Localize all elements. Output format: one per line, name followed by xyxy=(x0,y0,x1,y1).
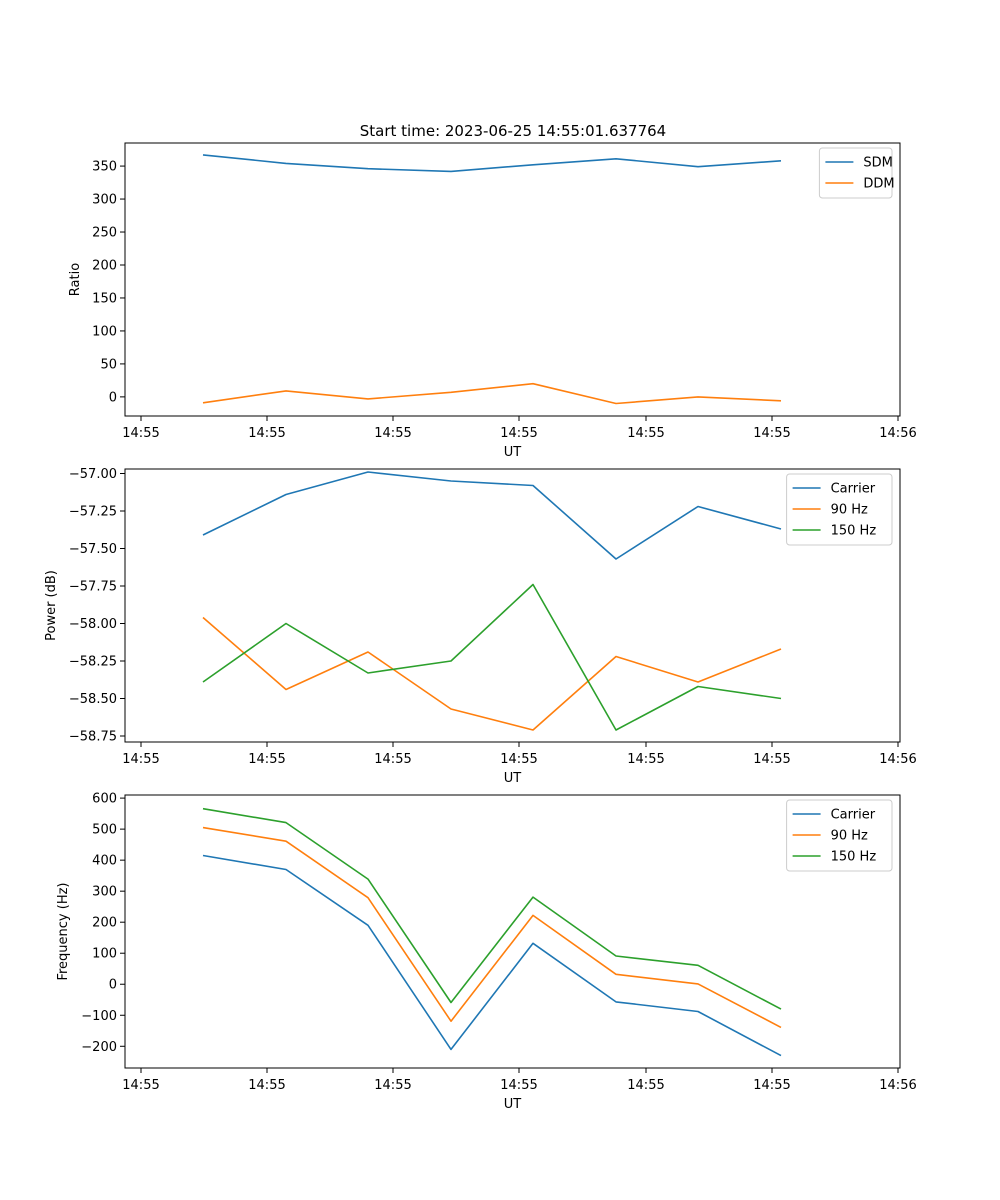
y-tick-label: −57.50 xyxy=(69,542,117,557)
y-tick-label: 100 xyxy=(92,947,117,962)
y-tick-label: −200 xyxy=(81,1040,117,1055)
x-tick-label: 14:55 xyxy=(122,1078,159,1093)
y-tick-label: −58.75 xyxy=(69,730,117,745)
power-panel: 14:55 14:55 14:55 14:55 14:55 14:55 14:56 −57.0… xyxy=(44,467,917,786)
series-line-150-hz xyxy=(202,583,782,731)
x-axis-label: UT xyxy=(504,445,522,460)
series-line-90-hz xyxy=(202,616,782,731)
legend-label: SDM xyxy=(863,156,892,171)
x-tick-label: 14:55 xyxy=(374,1078,411,1093)
series-line-carrier xyxy=(202,854,782,1057)
series-line-ddm xyxy=(202,382,782,405)
x-tick-label: 14:55 xyxy=(500,1078,537,1093)
y-tick-label: 400 xyxy=(92,854,117,869)
x-tick-label: 14:56 xyxy=(879,426,916,441)
frequency-panel: 14:55 14:55 14:55 14:55 14:55 14:55 14:56 −200 −… xyxy=(56,792,917,1112)
x-tick-label: 14:55 xyxy=(753,752,790,767)
y-tick-label: 300 xyxy=(92,885,117,900)
series-line-90-hz xyxy=(202,826,782,1029)
y-axis-label: Frequency (Hz) xyxy=(56,882,71,980)
legend-label: Carrier xyxy=(831,808,876,823)
y-tick-label: 500 xyxy=(92,823,117,838)
axes-frame xyxy=(124,468,901,743)
x-axis-label: UT xyxy=(504,771,522,786)
legend-box xyxy=(786,799,893,872)
y-tick-label: −57.00 xyxy=(69,467,117,482)
y-tick-label: 0 xyxy=(109,978,117,993)
y-tick-label: 50 xyxy=(100,357,117,372)
y-tick-label: −58.00 xyxy=(69,617,117,632)
y-tick-label: −58.50 xyxy=(69,692,117,707)
y-tick-label: 600 xyxy=(92,792,117,807)
x-tick-label: 14:55 xyxy=(753,1078,790,1093)
y-tick-label: −57.75 xyxy=(69,580,117,595)
x-tick-label: 14:55 xyxy=(500,426,537,441)
x-tick-label: 14:55 xyxy=(627,752,664,767)
x-axis-label: UT xyxy=(504,1097,522,1112)
legend-label: 90 Hz xyxy=(831,503,868,518)
series-line-carrier xyxy=(202,471,782,560)
y-tick-label: 150 xyxy=(92,291,117,306)
legend-box xyxy=(786,473,893,546)
y-tick-label: 200 xyxy=(92,258,117,273)
series-line-150-hz xyxy=(202,807,782,1010)
x-tick-label: 14:55 xyxy=(627,426,664,441)
y-tick-label: 100 xyxy=(92,324,117,339)
axes-frame xyxy=(124,142,901,417)
axes-frame xyxy=(124,794,901,1069)
y-tick-label: 350 xyxy=(92,160,117,175)
y-tick-label: −57.25 xyxy=(69,505,117,520)
x-tick-label: 14:55 xyxy=(500,752,537,767)
y-tick-label: 200 xyxy=(92,916,117,931)
series-line-sdm xyxy=(202,154,782,173)
y-axis-label: Ratio xyxy=(68,263,83,296)
x-tick-label: 14:55 xyxy=(374,426,411,441)
x-tick-label: 14:55 xyxy=(122,752,159,767)
y-tick-label: −100 xyxy=(81,1009,117,1024)
x-tick-label: 14:55 xyxy=(122,426,159,441)
figure-title: Start time: 2023-06-25 14:55:01.637764 xyxy=(360,122,666,140)
legend-label: 150 Hz xyxy=(831,850,877,865)
legend-label: 150 Hz xyxy=(831,524,877,539)
x-tick-label: 14:55 xyxy=(248,426,285,441)
legend-label: Carrier xyxy=(831,482,876,497)
y-tick-label: 250 xyxy=(92,226,117,241)
y-tick-label: 0 xyxy=(109,390,117,405)
x-tick-label: 14:56 xyxy=(879,1078,916,1093)
y-axis-label: Power (dB) xyxy=(44,570,59,641)
x-tick-label: 14:55 xyxy=(374,752,411,767)
x-tick-label: 14:56 xyxy=(879,752,916,767)
x-tick-label: 14:55 xyxy=(248,752,285,767)
legend-label: 90 Hz xyxy=(831,829,868,844)
x-tick-label: 14:55 xyxy=(753,426,790,441)
y-tick-label: −58.25 xyxy=(69,655,117,670)
x-tick-label: 14:55 xyxy=(248,1078,285,1093)
legend-label: DDM xyxy=(863,177,894,192)
ratio-panel: 14:55 14:55 14:55 14:55 14:55 14:55 14:56 0 50 10… xyxy=(68,142,917,460)
y-tick-label: 300 xyxy=(92,193,117,208)
x-tick-label: 14:55 xyxy=(627,1078,664,1093)
legend-box xyxy=(818,147,893,199)
